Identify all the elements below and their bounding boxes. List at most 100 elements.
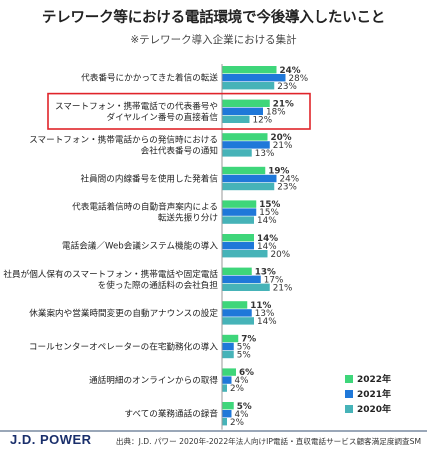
- category-label: 電話会議／Web会議システム機能の導入: [62, 240, 218, 252]
- bar-chart: 代表番号にかかってきた着信の転送24%28%23%スマートフォン・携帯電話での代…: [3, 64, 391, 430]
- category-label: 社員が個人保有のスマートフォン・携帯電話や固定電話を使った際の通話料の会社負担: [3, 268, 218, 291]
- data-label: 23%: [277, 82, 297, 92]
- bar-2021年: [222, 208, 257, 216]
- category-label-line: 会社代表番号の通知: [141, 144, 218, 156]
- bar-2020年: [222, 149, 252, 157]
- bar-2022年: [222, 133, 268, 141]
- bar-2021年: [222, 376, 232, 384]
- data-label: 13%: [255, 309, 275, 319]
- data-label: 2%: [230, 418, 244, 428]
- data-label: 21%: [273, 283, 293, 293]
- data-label: 24%: [280, 175, 300, 185]
- category-label-line: コールセンターオペレーターの在宅勤務化の導入: [29, 341, 218, 353]
- data-label: 6%: [239, 368, 254, 378]
- footer-divider: [0, 430, 427, 452]
- bar-2022年: [222, 99, 270, 107]
- category-label-line: 通話明細のオンラインからの取得: [89, 374, 218, 386]
- bar-2021年: [222, 342, 234, 351]
- data-label: 4%: [235, 376, 249, 386]
- bar-2020年: [222, 283, 270, 291]
- data-label: 15%: [259, 208, 279, 218]
- bar-2021年: [222, 141, 270, 149]
- data-label: 7%: [241, 335, 256, 345]
- bar-2020年: [222, 384, 227, 392]
- category-label: 代表電話着信時の自動音声案内による転送先振り分け: [72, 201, 218, 224]
- category-label-line: スマートフォン・携帯電話からの発信時における: [29, 133, 218, 145]
- bar-2020年: [222, 182, 275, 191]
- data-label: 14%: [257, 234, 278, 244]
- bar-2022年: [222, 200, 257, 208]
- data-label: 23%: [277, 183, 297, 193]
- data-label: 19%: [268, 167, 289, 177]
- category-label-line: 電話会議／Web会議システム機能の導入: [62, 240, 218, 252]
- category-label: 社員間の内線番号を使用した発着信: [80, 173, 218, 185]
- bar-2022年: [222, 234, 254, 242]
- data-label: 18%: [266, 107, 286, 117]
- brand-logo: J.D. POWER: [10, 432, 92, 447]
- category-label: コールセンターオペレーターの在宅勤務化の導入: [29, 341, 218, 353]
- bar-2021年: [222, 410, 232, 418]
- data-label: 5%: [237, 351, 251, 361]
- bar-2020年: [222, 82, 275, 90]
- data-label: 20%: [271, 133, 292, 143]
- data-label: 4%: [235, 410, 249, 420]
- data-label: 17%: [264, 275, 284, 285]
- bar-2020年: [222, 418, 227, 426]
- data-label: 2%: [230, 384, 244, 394]
- data-label: 28%: [289, 74, 309, 84]
- bar-2021年: [222, 74, 286, 82]
- data-label: 5%: [237, 402, 252, 412]
- data-label: 13%: [255, 267, 276, 277]
- category-label-line: 代表番号にかかってきた着信の転送: [81, 72, 218, 84]
- bar-2021年: [222, 174, 277, 183]
- bar-2020年: [222, 350, 234, 359]
- data-label: 14%: [257, 216, 277, 226]
- bar-2022年: [222, 301, 248, 309]
- data-label: 21%: [273, 99, 294, 109]
- legend-swatch: [345, 390, 353, 398]
- bar-2020年: [222, 250, 268, 258]
- bar-2021年: [222, 275, 261, 283]
- category-label-line: 休業案内や営業時間変更の自動アナウンスの設定: [29, 307, 218, 319]
- data-label: 14%: [257, 317, 277, 327]
- data-label: 11%: [250, 301, 271, 311]
- category-label-line: を使った際の通話料の会社負担: [98, 279, 219, 291]
- data-label: 14%: [257, 242, 277, 252]
- category-label-line: 社員が個人保有のスマートフォン・携帯電話や固定電話: [3, 268, 218, 280]
- data-label: 12%: [253, 115, 273, 125]
- category-label-line: ダイヤルイン番号の直接着信: [107, 111, 219, 123]
- legend-swatch: [345, 405, 353, 413]
- bar-2020年: [222, 216, 254, 224]
- category-label-line: すべての業務通話の録音: [124, 408, 218, 420]
- bar-2022年: [222, 402, 234, 410]
- bar-2022年: [222, 334, 239, 343]
- category-label-line: 転送先振り分け: [158, 212, 218, 224]
- category-label-line: 社員間の内線番号を使用した発着信: [80, 173, 218, 185]
- data-label: 15%: [259, 200, 280, 210]
- category-label: 代表番号にかかってきた着信の転送: [81, 72, 218, 84]
- bar-2022年: [222, 66, 277, 74]
- category-label: 通話明細のオンラインからの取得: [89, 374, 218, 386]
- chart-subtitle: ※テレワーク導入企業における集計: [130, 34, 297, 46]
- data-label: 5%: [237, 343, 251, 353]
- bar-2021年: [222, 309, 252, 317]
- legend-label: 2022年: [357, 373, 391, 385]
- data-label: 24%: [280, 66, 301, 76]
- category-label: すべての業務通話の録音: [124, 408, 218, 420]
- bar-2022年: [222, 166, 266, 175]
- legend-swatch: [345, 375, 353, 383]
- category-label-line: スマートフォン・携帯電話での代表番号や: [55, 100, 218, 112]
- bar-2022年: [222, 267, 252, 275]
- data-label: 21%: [273, 141, 293, 151]
- source-note: 出典：J.D. パワー 2020年-2022年法人向けIP電話・直収電話サービス…: [115, 437, 421, 446]
- bar-2021年: [222, 242, 254, 250]
- highlight-box: [47, 92, 311, 130]
- bar-2022年: [222, 368, 236, 376]
- data-label: 20%: [271, 250, 291, 260]
- chart-title: テレワーク等における電話環境で今後導入したいこと: [41, 10, 386, 26]
- category-label: スマートフォン・携帯電話からの発信時における会社代表番号の通知: [29, 133, 218, 156]
- category-label: スマートフォン・携帯電話での代表番号やダイヤルイン番号の直接着信: [55, 100, 218, 123]
- bar-2020年: [222, 317, 254, 325]
- legend-label: 2020年: [357, 403, 391, 415]
- data-label: 13%: [255, 149, 275, 159]
